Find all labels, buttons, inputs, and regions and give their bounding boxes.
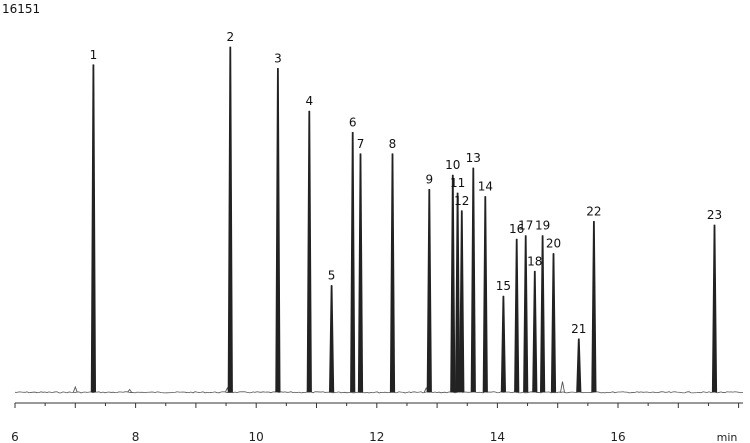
peak-8 [389,153,396,393]
peak-label-1: 1 [90,48,98,62]
peak-9 [426,189,432,393]
peak-22 [591,221,597,393]
peak-label-8: 8 [389,137,397,151]
x-tick-label: 8 [132,430,140,443]
peak-15 [500,295,506,393]
peak-label-19: 19 [535,219,550,233]
peak-20 [550,253,557,393]
chromatogram-baseline [14,391,744,394]
x-tick-label: 10 [249,430,264,443]
minor-peak [560,381,565,393]
peak-label-3: 3 [274,51,282,65]
x-tick-label: 16 [610,430,625,443]
document-id: 16151 [2,2,41,16]
minor-peak [127,388,132,393]
peak-6 [350,132,356,393]
peak-label-17: 17 [518,219,533,233]
peak-14 [482,196,488,393]
peak-10 [450,174,456,393]
peak-5 [329,285,335,393]
peak-3 [275,68,281,393]
peak-16 [514,238,520,393]
peak-label-10: 10 [445,158,460,172]
peak-label-14: 14 [478,180,493,194]
peak-1 [90,64,96,393]
peak-17 [523,235,529,393]
x-axis-unit-label: min [717,431,738,443]
peak-11 [455,192,461,393]
peak-19 [540,235,546,393]
peak-label-11: 11 [450,176,465,190]
peak-label-12: 12 [454,194,469,208]
peak-label-6: 6 [349,115,357,129]
peak-label-21: 21 [571,322,586,336]
x-tick-label: 6 [11,430,19,443]
peak-18 [532,270,538,393]
minor-peak [72,385,78,393]
peak-label-16: 16 [509,222,524,236]
chromatogram-trace [14,46,744,394]
peak-13 [470,167,476,393]
peak-label-23: 23 [707,208,722,222]
x-tick-label: 12 [369,430,384,443]
peak-4 [306,110,312,393]
peak-label-4: 4 [305,94,313,108]
peak-7 [357,153,364,393]
x-axis: 6 8 10 12 14 16 min [11,402,743,443]
peak-label-5: 5 [328,269,336,283]
peak-label-15: 15 [496,279,511,293]
peak-label-20: 20 [546,236,561,250]
peak-label-7: 7 [357,137,365,151]
peak-label-18: 18 [527,254,542,268]
peak-2 [227,46,233,393]
peak-label-13: 13 [466,151,481,165]
peak-21 [576,338,582,393]
peak-23 [711,224,718,393]
peak-12 [459,210,465,393]
peak-label-9: 9 [425,172,433,186]
peak-label-22: 22 [586,204,601,218]
peak-label-2: 2 [226,30,234,44]
x-tick-label: 14 [490,430,505,443]
